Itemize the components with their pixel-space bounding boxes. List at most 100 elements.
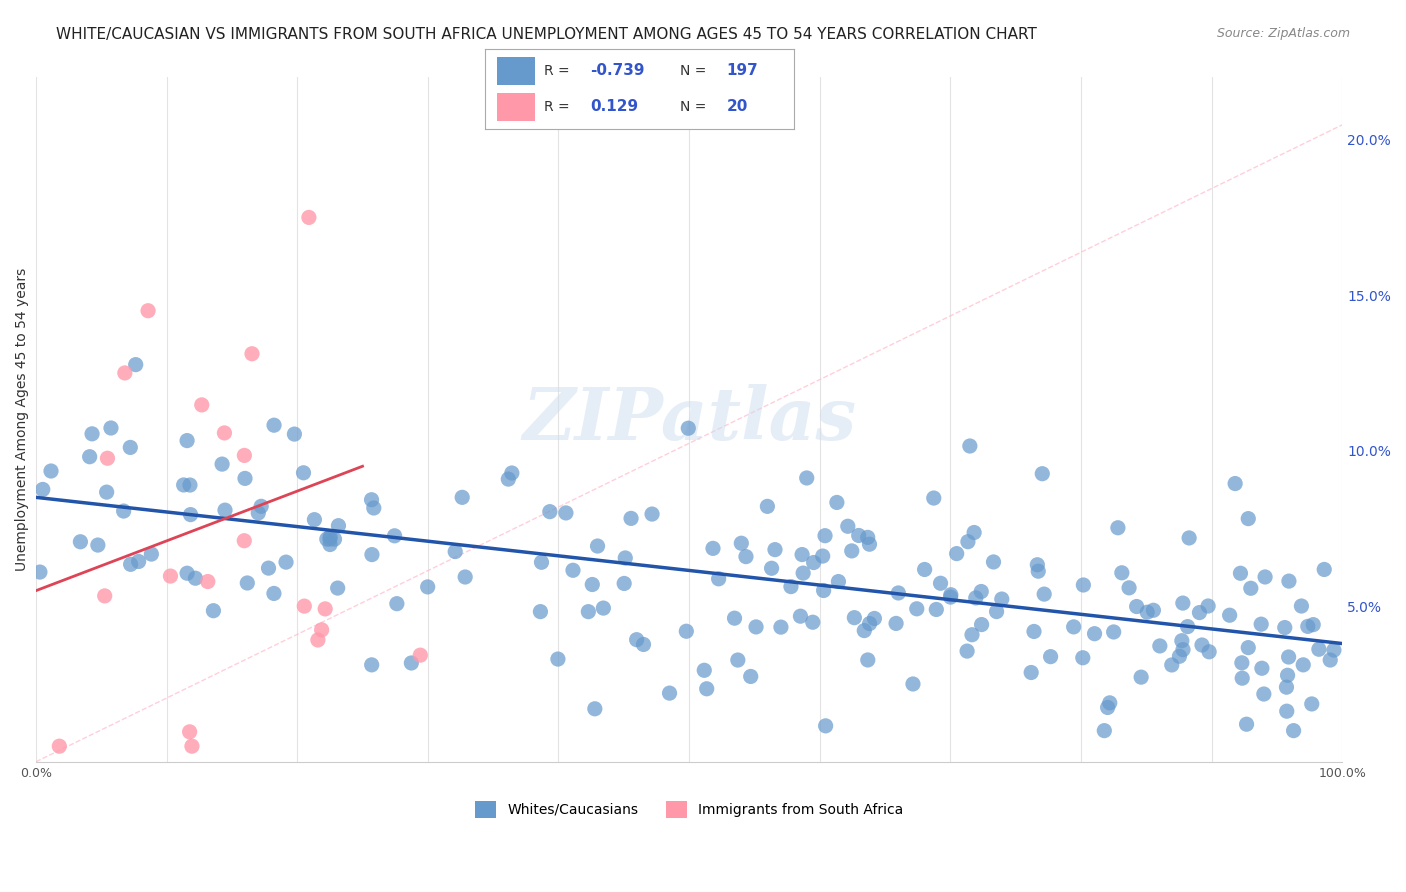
- Whites/Caucasians: [693, 663, 716, 677]
- Whites/Caucasians: [1229, 566, 1251, 581]
- Whites/Caucasians: [319, 530, 342, 544]
- Immigrants from South Africa: [48, 739, 70, 754]
- Text: R =: R =: [544, 100, 574, 114]
- Whites/Caucasians: [304, 513, 326, 527]
- Whites/Caucasians: [613, 576, 636, 591]
- Whites/Caucasians: [1253, 687, 1275, 701]
- Whites/Caucasians: [641, 507, 664, 521]
- Whites/Caucasians: [813, 583, 835, 598]
- Whites/Caucasians: [1277, 668, 1299, 682]
- Whites/Caucasians: [1282, 723, 1305, 738]
- Text: 0.129: 0.129: [591, 99, 638, 114]
- Whites/Caucasians: [530, 555, 553, 569]
- Whites/Caucasians: [730, 536, 752, 550]
- Whites/Caucasians: [914, 562, 936, 576]
- Whites/Caucasians: [1098, 696, 1121, 710]
- Whites/Caucasians: [675, 624, 697, 639]
- Whites/Caucasians: [884, 616, 907, 631]
- Immigrants from South Africa: [240, 347, 263, 361]
- Whites/Caucasians: [1026, 558, 1049, 572]
- Whites/Caucasians: [796, 471, 818, 485]
- Whites/Caucasians: [963, 525, 986, 540]
- Whites/Caucasians: [780, 580, 803, 594]
- Whites/Caucasians: [1301, 697, 1323, 711]
- Whites/Caucasians: [790, 548, 813, 562]
- Whites/Caucasians: [1223, 476, 1246, 491]
- Whites/Caucasians: [360, 657, 382, 672]
- Whites/Caucasians: [763, 542, 786, 557]
- Whites/Caucasians: [1275, 680, 1298, 694]
- Immigrants from South Africa: [159, 569, 181, 583]
- Whites/Caucasians: [1130, 670, 1153, 684]
- Whites/Caucasians: [326, 581, 349, 595]
- Immigrants from South Africa: [197, 574, 219, 589]
- Immigrants from South Africa: [96, 451, 118, 466]
- Whites/Caucasians: [1240, 581, 1263, 595]
- Whites/Caucasians: [444, 544, 467, 558]
- Whites/Caucasians: [1291, 599, 1313, 613]
- Whites/Caucasians: [761, 561, 783, 575]
- Whites/Caucasians: [1188, 606, 1211, 620]
- Whites/Caucasians: [555, 506, 578, 520]
- Immigrants from South Africa: [214, 425, 236, 440]
- Whites/Caucasians: [69, 534, 91, 549]
- Whites/Caucasians: [179, 478, 201, 492]
- Whites/Caucasians: [250, 500, 273, 514]
- Whites/Caucasians: [863, 611, 886, 625]
- Whites/Caucasians: [385, 597, 408, 611]
- Whites/Caucasians: [454, 570, 477, 584]
- Whites/Caucasians: [1308, 642, 1330, 657]
- Whites/Caucasians: [1292, 657, 1315, 672]
- Whites/Caucasians: [128, 554, 150, 568]
- Whites/Caucasians: [1236, 717, 1258, 731]
- Whites/Caucasians: [323, 532, 346, 546]
- Whites/Caucasians: [965, 591, 987, 605]
- Whites/Caucasians: [257, 561, 280, 575]
- Whites/Caucasians: [803, 556, 825, 570]
- Immigrants from South Africa: [292, 599, 315, 613]
- Whites/Caucasians: [1092, 723, 1115, 738]
- Whites/Caucasians: [501, 466, 523, 480]
- Whites/Caucasians: [769, 620, 792, 634]
- Whites/Caucasians: [592, 601, 614, 615]
- Whites/Caucasians: [801, 615, 824, 630]
- Whites/Caucasians: [991, 592, 1014, 607]
- Whites/Caucasians: [1102, 624, 1125, 639]
- Whites/Caucasians: [581, 577, 603, 591]
- Whites/Caucasians: [837, 519, 859, 533]
- Whites/Caucasians: [173, 478, 195, 492]
- Whites/Caucasians: [814, 529, 837, 543]
- Whites/Caucasians: [1177, 619, 1199, 633]
- Whites/Caucasians: [538, 505, 561, 519]
- Whites/Caucasians: [945, 547, 967, 561]
- Immigrants from South Africa: [190, 398, 212, 412]
- Whites/Caucasians: [626, 632, 648, 647]
- Whites/Caucasians: [811, 549, 834, 563]
- Whites/Caucasians: [1278, 650, 1301, 665]
- Immigrants from South Africa: [179, 724, 201, 739]
- Whites/Caucasians: [1125, 599, 1147, 614]
- Whites/Caucasians: [1274, 621, 1296, 635]
- Whites/Caucasians: [1031, 467, 1053, 481]
- Whites/Caucasians: [1178, 531, 1201, 545]
- Whites/Caucasians: [547, 652, 569, 666]
- Whites/Caucasians: [1073, 578, 1095, 592]
- Whites/Caucasians: [848, 528, 870, 542]
- Text: N =: N =: [681, 63, 710, 78]
- Whites/Caucasians: [100, 421, 122, 435]
- Whites/Caucasians: [922, 491, 945, 505]
- Whites/Caucasians: [1278, 574, 1301, 588]
- Whites/Caucasians: [283, 427, 305, 442]
- Whites/Caucasians: [856, 653, 879, 667]
- Immigrants from South Africa: [181, 739, 204, 754]
- Whites/Caucasians: [292, 466, 315, 480]
- Immigrants from South Africa: [314, 602, 336, 616]
- Whites/Caucasians: [956, 644, 979, 658]
- Immigrants from South Africa: [136, 303, 159, 318]
- Text: R =: R =: [544, 63, 574, 78]
- Whites/Caucasians: [1071, 650, 1094, 665]
- Whites/Caucasians: [562, 563, 585, 577]
- Whites/Caucasians: [274, 555, 297, 569]
- Whites/Caucasians: [827, 574, 849, 589]
- Whites/Caucasians: [970, 584, 993, 599]
